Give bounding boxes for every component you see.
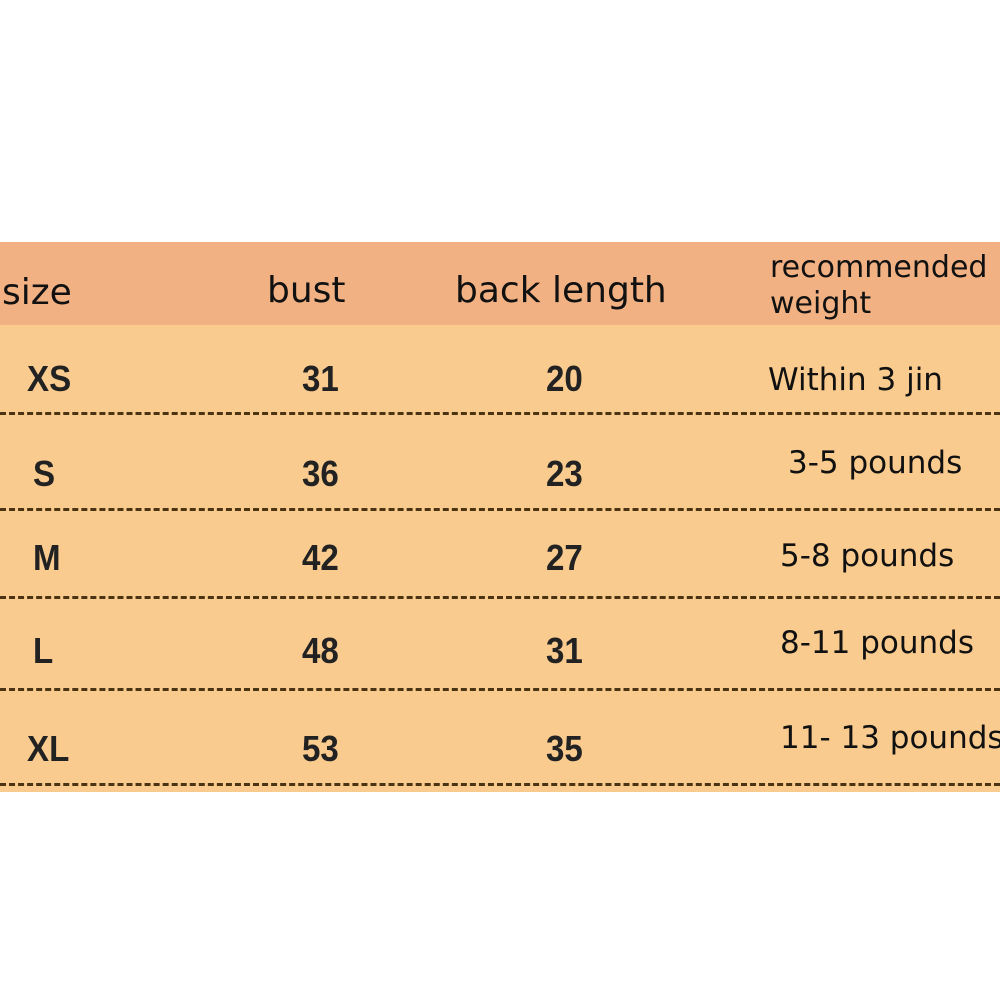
cell-weight: 5-8 pounds xyxy=(780,538,955,574)
cell-weight: Within 3 jin xyxy=(768,362,943,398)
cell-weight: 11- 13 pounds xyxy=(780,720,1000,756)
cell-size: M xyxy=(33,537,61,578)
table-header xyxy=(0,242,1000,325)
cell-back-length: 31 xyxy=(546,630,583,671)
cell-size: L xyxy=(33,630,54,671)
cell-size: XL xyxy=(27,728,70,769)
table-body xyxy=(0,325,1000,792)
row-divider xyxy=(0,412,1000,415)
cell-back-length: 35 xyxy=(546,728,583,769)
cell-back-length: 27 xyxy=(546,537,583,578)
cell-bust: 31 xyxy=(302,358,339,399)
row-divider xyxy=(0,596,1000,599)
row-divider xyxy=(0,688,1000,691)
header-bust: bust xyxy=(267,270,346,311)
cell-weight: 3-5 pounds xyxy=(788,445,963,481)
cell-back-length: 20 xyxy=(546,358,583,399)
row-divider xyxy=(0,783,1000,786)
cell-bust: 53 xyxy=(302,728,339,769)
header-size: size xyxy=(2,272,72,313)
cell-bust: 42 xyxy=(302,537,339,578)
row-divider xyxy=(0,508,1000,511)
header-back-length: back length xyxy=(455,270,667,311)
header-weight: recommended weight xyxy=(770,250,988,321)
cell-bust: 48 xyxy=(302,630,339,671)
cell-weight: 8-11 pounds xyxy=(780,625,974,661)
cell-size: S xyxy=(33,453,56,494)
cell-bust: 36 xyxy=(302,453,339,494)
cell-back-length: 23 xyxy=(546,453,583,494)
cell-size: XS xyxy=(27,358,72,399)
